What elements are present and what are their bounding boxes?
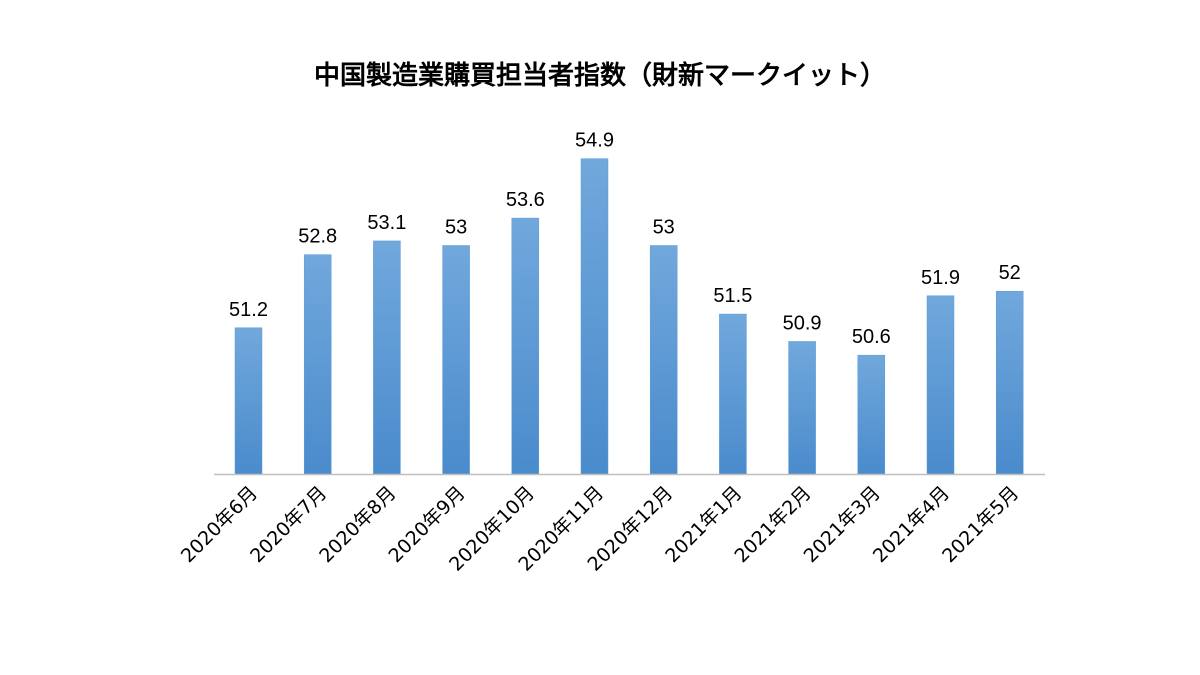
chart-title: 中国製造業購買担当者指数（財新マークイット）: [314, 60, 886, 91]
data-labels-group: 51.2 52.8 53.1 53 53.6 54.9 53 51.5 50.9 50.6 51.9…: [229, 130, 1021, 349]
bar-5: [580, 158, 609, 475]
bar-8: [788, 341, 816, 475]
bar-11: [995, 290, 1024, 475]
bars-group: [234, 158, 1024, 475]
bar-3: [442, 245, 470, 475]
bar-2: [373, 240, 401, 475]
data-label-8: 50.9: [783, 312, 822, 334]
data-label-2: 53.1: [367, 212, 406, 234]
bar-0: [234, 327, 263, 475]
data-label-6: 53: [653, 217, 675, 239]
bar-4: [511, 217, 540, 475]
data-label-11: 52: [999, 262, 1021, 284]
bar-9: [857, 354, 886, 475]
x-tick-labels-group: 2020年6月2020年7月2020年8月2020年9月2020年10月2020…: [177, 482, 1023, 576]
bar-7: [719, 313, 747, 475]
bar-6: [649, 245, 678, 475]
bar-10: [926, 295, 955, 475]
data-label-3: 53: [445, 217, 467, 239]
data-label-5: 54.9: [575, 130, 614, 152]
data-label-9: 50.6: [852, 326, 891, 348]
data-label-0: 51.2: [229, 299, 268, 321]
data-label-7: 51.5: [713, 285, 752, 307]
data-label-4: 53.6: [506, 189, 545, 211]
data-label-10: 51.9: [921, 267, 960, 289]
data-label-1: 52.8: [298, 226, 337, 248]
bar-1: [303, 254, 332, 475]
